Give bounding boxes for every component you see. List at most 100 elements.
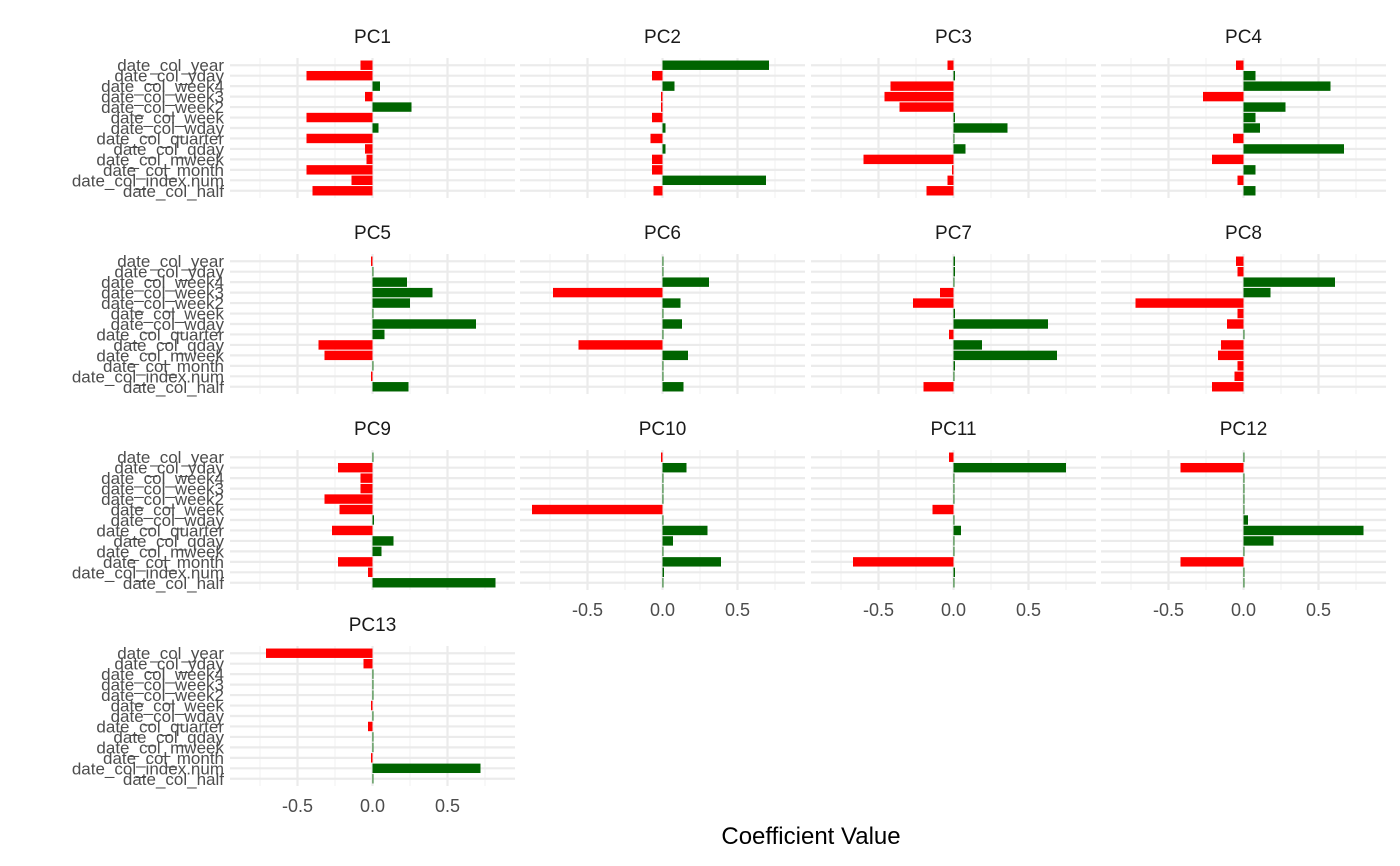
bar-pc11-date-col-week4: [953, 473, 955, 483]
x-tick-label: 0.0: [650, 600, 675, 620]
y-tick-label: date_col_wday: [111, 707, 225, 726]
bar-pc1-date-col-qday: [365, 144, 373, 154]
bar-pc13-date-col-week: [371, 700, 373, 711]
bar-pc8-date-col-week4: [1243, 277, 1335, 287]
y-tick-label: date_col_month: [103, 553, 224, 572]
y-tick-label: date_col_quarter: [96, 521, 224, 540]
bar-pc1-date-col-wday: [372, 123, 379, 133]
bar-pc5-date-col-week3: [372, 287, 433, 298]
bar-pc11-date-col-wday: [953, 515, 955, 525]
bar-pc8-date-col-index-num: [1234, 371, 1244, 382]
bar-pc3-date-col-quarter: [953, 133, 955, 144]
bar-pc11-date-col-year: [949, 452, 954, 462]
bar-pc10-date-col-yday: [662, 462, 687, 473]
y-tick-label: date_col_week4: [101, 273, 224, 292]
bar-pc7-date-col-week4: [953, 277, 955, 287]
bar-pc12-date-col-mweek: [1243, 546, 1245, 557]
y-tick-label: date_col_yday: [114, 655, 224, 674]
facet-title: PC10: [639, 419, 687, 440]
bar-pc4-date-col-week: [1243, 112, 1256, 123]
y-tick-label: date_col_week3: [101, 480, 224, 499]
bar-pc12-date-col-qday: [1243, 536, 1274, 546]
bar-pc3-date-col-week3: [884, 91, 954, 102]
facet-panel-pc6: PC6: [520, 223, 805, 394]
y-tick-label: date_col_week2: [101, 98, 224, 117]
bar-pc3-date-col-yday: [953, 70, 955, 81]
bar-pc13-date-col-week4: [372, 669, 374, 679]
bar-pc5-date-col-week: [372, 308, 374, 319]
bar-pc12-date-col-week: [1243, 504, 1245, 515]
bar-pc2-date-col-index-num: [662, 175, 766, 186]
x-tick-label: 0.5: [435, 796, 460, 816]
bar-pc11-date-col-week3: [953, 483, 955, 494]
bar-pc13-date-col-week2: [372, 690, 374, 700]
y-tick-label: date_col_index.num: [72, 759, 224, 778]
bar-pc9-date-col-week3: [360, 483, 373, 494]
bar-pc2-date-col-qday: [662, 144, 666, 154]
x-tick-label: -0.5: [863, 600, 894, 620]
bar-pc10-date-col-quarter: [662, 525, 708, 536]
y-tick-label: date_col_week3: [101, 284, 224, 303]
bar-pc2-date-col-half: [653, 186, 663, 196]
bar-pc6-date-col-quarter: [662, 329, 664, 340]
bar-pc13-date-col-half: [372, 774, 374, 784]
facet-title: PC8: [1225, 223, 1262, 244]
y-tick-label: date_col_half: [123, 770, 224, 789]
bar-pc6-date-col-week3: [553, 287, 663, 298]
x-tick-label: 0.5: [1016, 600, 1041, 620]
bar-pc5-date-col-qday: [318, 340, 373, 350]
facet-panel-pc12: PC12 -0.5 0.0 0.5: [1101, 419, 1386, 620]
bar-pc2-date-col-week: [652, 112, 663, 123]
x-tick-label: 0.0: [360, 796, 385, 816]
bar-pc12-date-col-week2: [1243, 494, 1245, 504]
bar-pc2-date-col-month: [652, 165, 663, 175]
bar-pc10-date-col-qday: [662, 536, 673, 546]
facet-panel-pc4: PC4: [1101, 27, 1386, 198]
bar-pc8-date-col-qday: [1221, 340, 1244, 350]
bar-pc8-date-col-mweek: [1218, 350, 1244, 361]
x-tick-label: -0.5: [282, 796, 313, 816]
facet-panel-pc3: PC3: [811, 27, 1096, 198]
bar-pc10-date-col-week3: [662, 483, 664, 494]
y-tick-label: date_col_mweek: [96, 346, 224, 365]
bar-pc1-date-col-month: [306, 165, 373, 175]
bar-pc2-date-col-week3: [661, 91, 663, 102]
x-tick-label: 0.5: [1306, 600, 1331, 620]
bar-pc9-date-col-yday: [338, 462, 373, 473]
y-tick-label: date_col_week3: [101, 676, 224, 695]
bar-pc8-date-col-wday: [1227, 319, 1244, 329]
facet-title: PC12: [1220, 419, 1268, 440]
bar-pc7-date-col-year: [953, 256, 955, 266]
bar-pc13-date-col-quarter: [368, 721, 373, 732]
bar-pc5-date-col-month: [372, 361, 374, 371]
y-tick-label: date_col_month: [103, 357, 224, 376]
bar-pc9-date-col-year: [372, 452, 374, 462]
y-tick-label: date_col_quarter: [96, 129, 224, 148]
bar-pc5-date-col-week2: [372, 298, 410, 308]
bar-pc11-date-col-week2: [953, 494, 955, 504]
y-tick-label: date_col_week2: [101, 294, 224, 313]
bar-pc1-date-col-index-num: [351, 175, 373, 186]
bar-pc4-date-col-mweek: [1212, 154, 1244, 165]
bar-pc9-date-col-half: [372, 578, 496, 588]
y-tick-label: date_col_week: [111, 305, 225, 324]
facet-title: PC3: [935, 27, 972, 48]
bar-pc11-date-col-month: [853, 557, 954, 567]
bar-pc3-date-col-month: [952, 165, 954, 175]
bar-pc4-date-col-qday: [1243, 144, 1344, 154]
bar-pc6-date-col-wday: [662, 319, 682, 329]
y-tick-label: date_col_week4: [101, 469, 224, 488]
bar-pc7-date-col-week: [953, 308, 955, 319]
bar-pc10-date-col-week: [532, 504, 663, 515]
facet-title: PC1: [354, 27, 391, 48]
bar-pc3-date-col-mweek: [863, 154, 954, 165]
bar-pc13-date-col-wday: [372, 711, 374, 721]
bar-pc3-date-col-year: [947, 60, 954, 70]
bar-pc9-date-col-qday: [372, 536, 394, 546]
y-tick-label: date_col_month: [103, 749, 224, 768]
bar-pc7-date-col-week2: [913, 298, 954, 308]
bar-pc7-date-col-mweek: [953, 350, 1057, 361]
bar-pc4-date-col-index-num: [1237, 175, 1244, 186]
bar-pc10-date-col-index-num: [662, 567, 664, 578]
